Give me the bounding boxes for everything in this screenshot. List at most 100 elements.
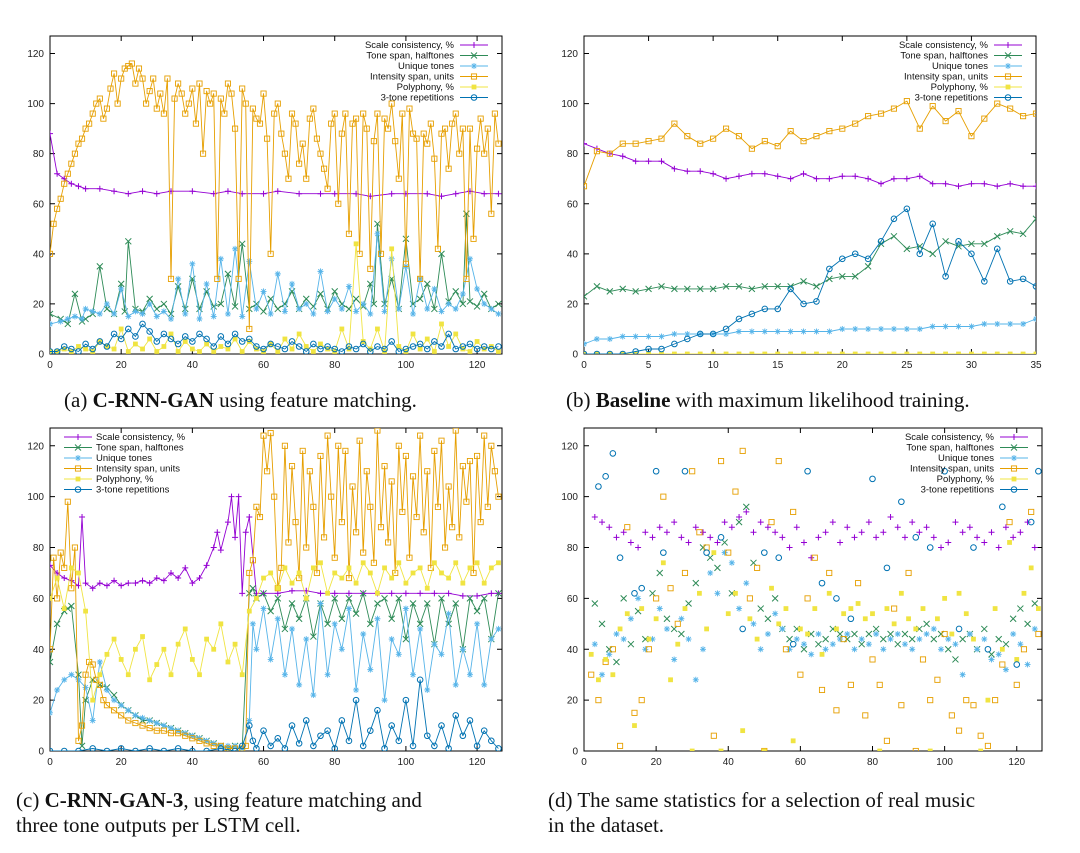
point-polyphony xyxy=(956,590,962,596)
point-intensity xyxy=(356,437,363,444)
point-unique xyxy=(852,325,859,332)
point-polyphony xyxy=(855,601,861,606)
point-polyphony xyxy=(588,651,594,657)
point-scale xyxy=(1031,544,1038,551)
point-polyphony xyxy=(956,351,961,354)
point-tone xyxy=(598,620,606,628)
point-scale xyxy=(955,183,962,190)
point-intensity xyxy=(761,138,768,145)
point-polyphony xyxy=(747,616,753,622)
point-intensity xyxy=(1020,113,1027,120)
point-rep3 xyxy=(993,245,1001,253)
point-scale xyxy=(826,175,833,182)
point-intensity xyxy=(278,130,285,137)
point-rep3 xyxy=(883,564,891,572)
point-scale xyxy=(1017,529,1024,536)
point-polyphony xyxy=(769,585,774,591)
point-rep3 xyxy=(818,579,826,587)
point-tone xyxy=(374,220,381,228)
y-tick-label: 40 xyxy=(567,645,579,656)
point-unique xyxy=(750,620,757,627)
point-scale xyxy=(139,577,146,584)
point-unique xyxy=(481,300,488,307)
point-tone xyxy=(1017,605,1024,612)
point-intensity xyxy=(584,183,588,190)
point-polyphony xyxy=(1035,606,1041,611)
point-intensity xyxy=(484,125,491,132)
point-intensity xyxy=(852,120,859,127)
point-polyphony xyxy=(1028,565,1034,571)
x-tick-label: 25 xyxy=(901,360,913,371)
point-polyphony xyxy=(204,636,209,642)
point-polyphony xyxy=(147,336,153,342)
legend-label-rep3: 3-tone repetitions xyxy=(381,93,455,104)
point-intensity xyxy=(495,140,502,147)
point-tone xyxy=(800,278,807,285)
point-polyphony xyxy=(1021,590,1027,596)
point-unique xyxy=(815,631,822,638)
point-unique xyxy=(289,625,296,632)
point-unique xyxy=(1017,641,1024,648)
point-unique xyxy=(175,275,182,282)
point-intensity xyxy=(420,529,427,536)
point-scale xyxy=(96,185,103,192)
point-unique xyxy=(865,325,872,332)
point-polyphony xyxy=(189,657,195,662)
point-intensity xyxy=(313,569,320,577)
point-tone xyxy=(663,615,671,623)
point-rep3 xyxy=(217,745,225,751)
point-tone xyxy=(980,240,988,248)
point-polyphony xyxy=(76,570,81,576)
point-unique xyxy=(692,676,699,683)
point-intensity xyxy=(374,428,381,434)
point-unique xyxy=(658,333,665,340)
point-polyphony xyxy=(140,346,145,352)
point-intensity xyxy=(210,90,217,97)
point-rep3 xyxy=(60,747,68,751)
point-intensity xyxy=(310,503,317,510)
point-polyphony xyxy=(332,570,338,576)
caption-b: (b) Baseline with maximum likelihood tra… xyxy=(566,388,970,413)
point-intensity xyxy=(466,125,474,132)
point-scale xyxy=(645,158,652,165)
point-unique xyxy=(118,702,125,709)
point-intensity xyxy=(420,130,427,137)
point-unique xyxy=(267,656,274,663)
point-unique xyxy=(374,615,381,622)
point-unique xyxy=(303,300,310,307)
point-intensity xyxy=(175,730,182,737)
point-intensity xyxy=(363,125,370,132)
point-unique xyxy=(684,330,691,337)
point-intensity xyxy=(388,478,395,485)
caption-c-label: (c) xyxy=(16,788,45,812)
point-polyphony xyxy=(1014,657,1020,662)
point-rep3 xyxy=(602,473,609,480)
point-unique xyxy=(800,328,807,335)
point-intensity xyxy=(239,85,246,92)
point-scale xyxy=(930,534,937,541)
point-polyphony xyxy=(906,616,911,622)
point-scale xyxy=(808,554,815,561)
legend-marker-tone xyxy=(470,52,478,59)
point-tone xyxy=(929,250,937,258)
point-intensity xyxy=(1032,110,1036,117)
point-rep3 xyxy=(722,325,730,333)
point-rep3 xyxy=(402,345,410,353)
point-tone xyxy=(402,635,410,643)
point-intensity xyxy=(249,557,256,564)
point-unique xyxy=(938,646,945,653)
point-intensity xyxy=(732,488,739,495)
point-intensity xyxy=(671,120,678,127)
point-polyphony xyxy=(50,596,53,601)
point-tone xyxy=(735,518,743,526)
point-intensity xyxy=(942,118,949,125)
point-rep3 xyxy=(374,343,381,350)
legend-marker-tone xyxy=(1004,52,1012,59)
point-intensity xyxy=(970,702,977,709)
point-intensity xyxy=(381,463,388,470)
point-tone xyxy=(627,640,635,648)
point-intensity xyxy=(160,110,167,117)
point-scale xyxy=(217,547,224,554)
point-scale xyxy=(909,519,916,526)
point-polyphony xyxy=(725,611,731,617)
